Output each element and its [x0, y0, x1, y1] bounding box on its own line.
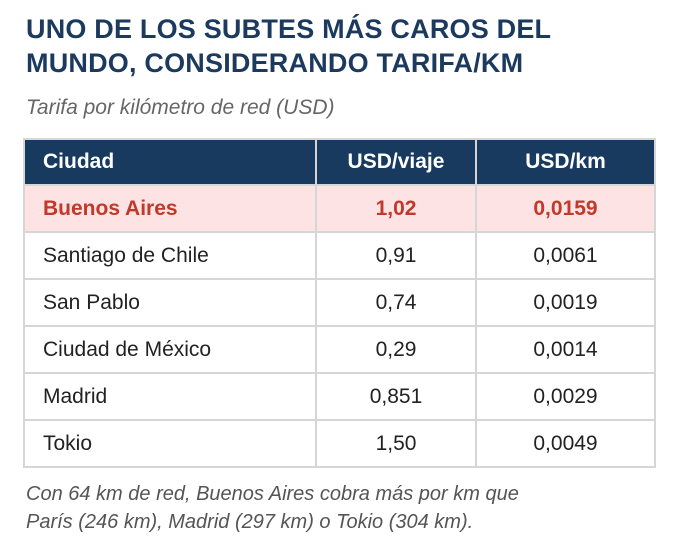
city-cell: Santiago de Chile — [23, 231, 317, 280]
footnote: Con 64 km de red, Buenos Aires cobra más… — [26, 480, 519, 536]
usd-km-cell: 0,0049 — [475, 419, 656, 468]
usd-trip-cell: 1,50 — [315, 419, 477, 468]
city-cell: Tokio — [23, 419, 317, 468]
title-line-1: UNO DE LOS SUBTES MÁS CAROS DEL — [26, 14, 552, 44]
city-cell: Madrid — [23, 372, 317, 421]
usd-km-cell: 0,0061 — [475, 231, 656, 280]
column-header-city: Ciudad — [23, 138, 317, 186]
table-row: Tokio 1,50 0,0049 — [23, 419, 656, 468]
usd-trip-cell: 0,74 — [315, 278, 477, 327]
usd-km-cell: 0,0014 — [475, 325, 656, 374]
usd-trip-cell: 0,29 — [315, 325, 477, 374]
table-row: San Pablo 0,74 0,0019 — [23, 278, 656, 327]
table-row-highlighted: Buenos Aires 1,02 0,0159 — [23, 184, 656, 233]
table-header-row: Ciudad USD/viaje USD/km — [23, 138, 656, 186]
footnote-line-1: Con 64 km de red, Buenos Aires cobra más… — [26, 483, 519, 505]
usd-km-cell: 0,0019 — [475, 278, 656, 327]
title-line-2: MUNDO, CONSIDERANDO TARIFA/KM — [26, 48, 524, 78]
usd-km-cell: 0,0159 — [475, 184, 656, 233]
usd-trip-cell: 0,91 — [315, 231, 477, 280]
city-cell: Ciudad de México — [23, 325, 317, 374]
usd-km-cell: 0,0029 — [475, 372, 656, 421]
column-header-usd-km: USD/km — [475, 138, 656, 186]
table-row: Madrid 0,851 0,0029 — [23, 372, 656, 421]
city-cell: San Pablo — [23, 278, 317, 327]
city-cell: Buenos Aires — [23, 184, 317, 233]
column-header-usd-trip: USD/viaje — [315, 138, 477, 186]
subtitle: Tarifa por kilómetro de red (USD) — [26, 96, 335, 119]
page-title: UNO DE LOS SUBTES MÁS CAROS DEL MUNDO, C… — [26, 12, 551, 80]
fare-table: Ciudad USD/viaje USD/km Buenos Aires 1,0… — [23, 138, 656, 468]
footnote-line-2: París (246 km), Madrid (297 km) o Tokio … — [26, 511, 474, 533]
usd-trip-cell: 0,851 — [315, 372, 477, 421]
table-row: Santiago de Chile 0,91 0,0061 — [23, 231, 656, 280]
table-row: Ciudad de México 0,29 0,0014 — [23, 325, 656, 374]
usd-trip-cell: 1,02 — [315, 184, 477, 233]
